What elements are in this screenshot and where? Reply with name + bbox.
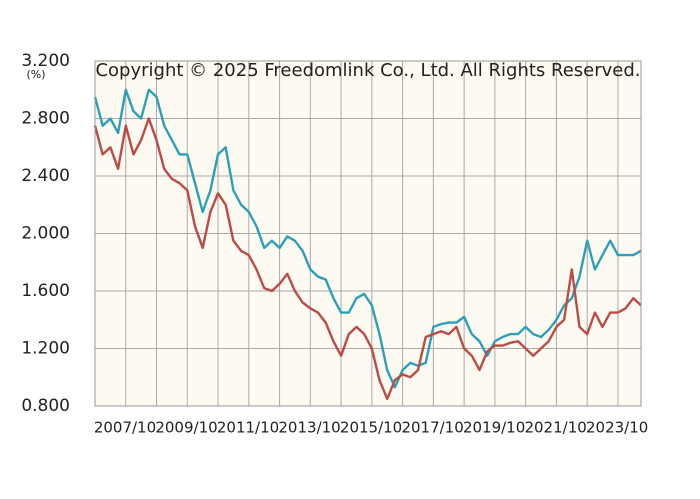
y-tick-label: 1.200 [21,339,70,359]
labels: 0.800 1.200 1.600 2.000 2.400 2.800 3.200 2007/… [21,51,648,437]
x-tick-label: 2019/10 [463,419,525,437]
plot-border [94,60,642,407]
x-tick-label: 2007/10 [94,419,156,437]
x-tick-label: 2009/10 [155,419,217,437]
y-unit: (%) [26,68,45,81]
y-tick-label: 1.600 [21,281,70,301]
y-tick-label: 3.200 [21,51,70,71]
y-tick-label: 2.400 [21,166,70,186]
series-line [93,88,642,389]
x-tick-label: 2021/10 [524,419,586,437]
x-tick-label: 2013/10 [278,419,340,437]
y-tick-label: 2.800 [21,109,70,129]
copyright: Copyright © 2025 Freedomlink Co., Ltd. A… [95,60,640,81]
series-line [93,117,642,400]
x-tick-label: 2017/10 [401,419,463,437]
x-tick-label: 2011/10 [217,419,279,437]
lines [93,88,642,400]
x-tick-label: 2015/10 [340,419,402,437]
y-tick-label: 2.000 [21,224,70,244]
x-tick-label: 2023/10 [586,419,648,437]
y-tick-label: 0.800 [21,396,70,416]
